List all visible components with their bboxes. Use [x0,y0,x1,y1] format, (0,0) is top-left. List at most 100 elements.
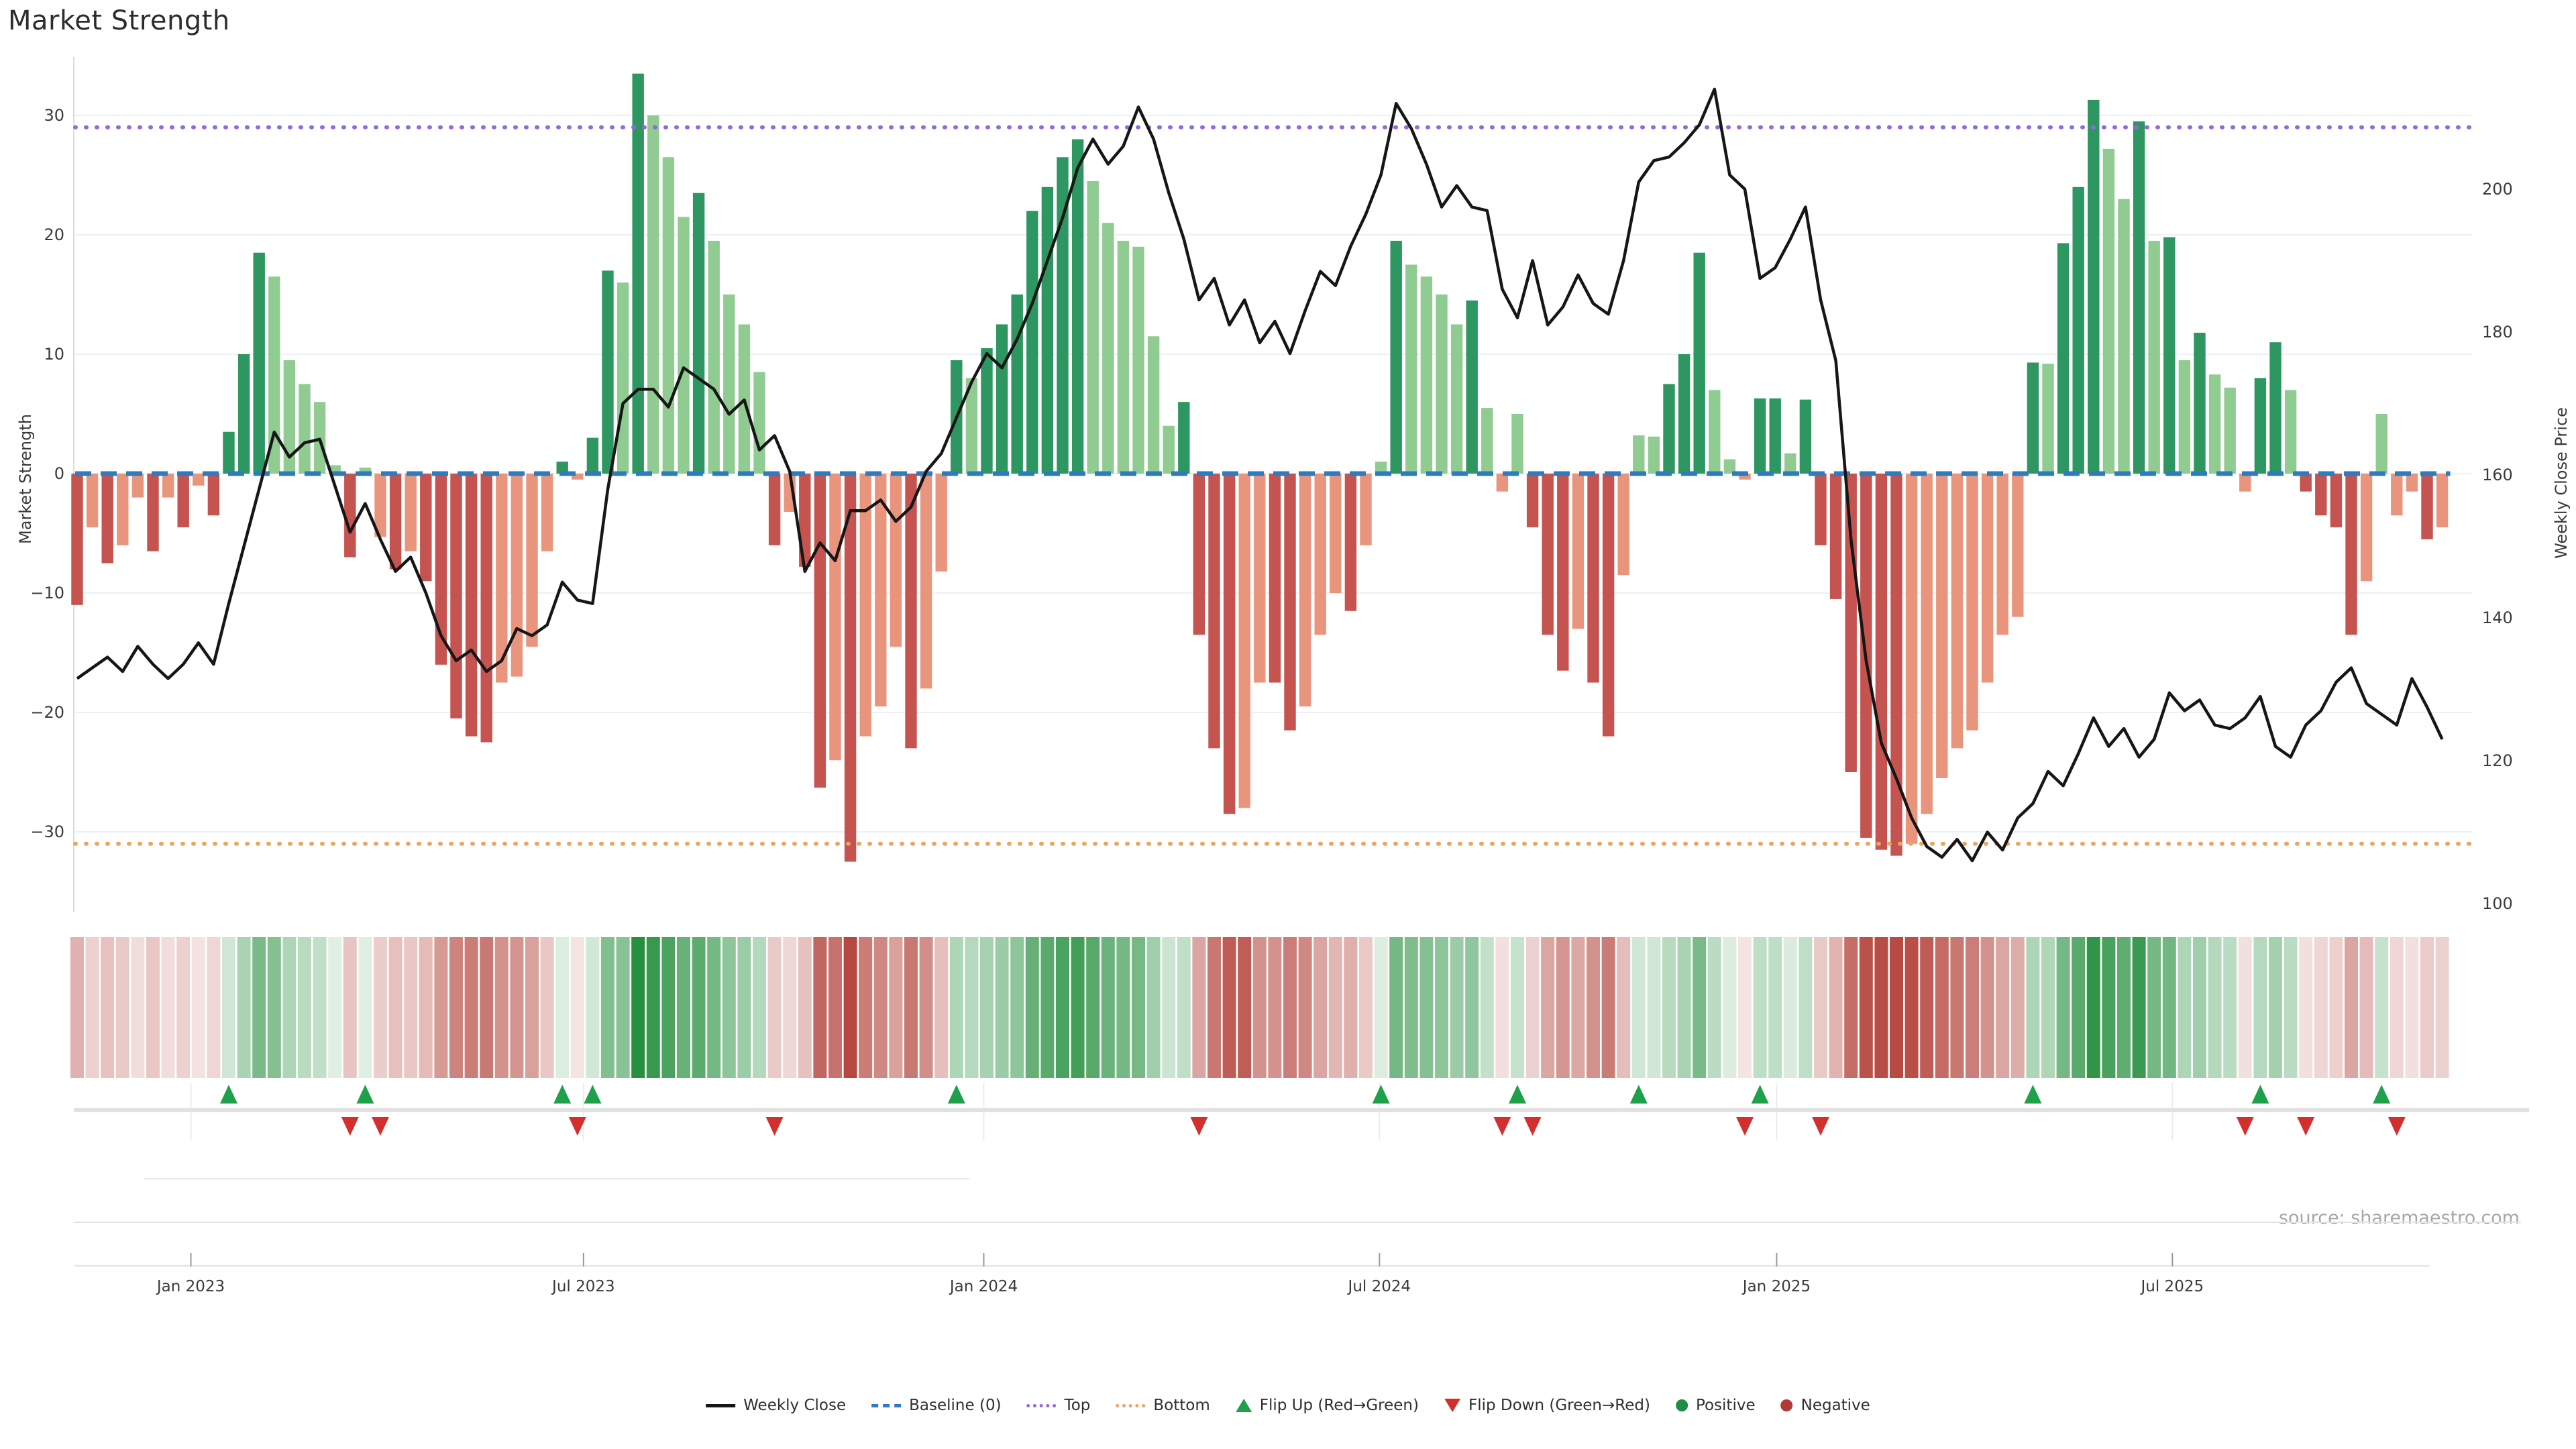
strength-bar [572,474,584,480]
heatmap-cell [1677,937,1691,1078]
heatmap-cell [1844,937,1858,1078]
heatmap-cell [919,937,933,1078]
flip-down-marker [1736,1117,1754,1136]
heatmap-cell [798,937,812,1078]
strength-bar [2027,362,2039,474]
x-tick-label: Jul 2025 [2140,1278,2204,1295]
heatmap-cell [1238,937,1252,1078]
right-y-tick-label: 160 [2482,466,2513,484]
heatmap-cell [1298,937,1312,1078]
strength-bar [556,462,568,474]
heatmap-cell [374,937,387,1078]
heatmap-cell [873,937,888,1078]
heatmap-cell [2086,937,2100,1078]
strength-bar [965,378,978,474]
heatmap-cell [1753,937,1767,1078]
strength-bar [723,294,735,474]
legend: Weekly Close Baseline (0) Top Bottom Fli… [706,1397,1870,1414]
strength-bar [920,474,932,689]
heatmap-cell [1631,937,1646,1078]
heatmap-cell [1071,937,1085,1078]
heatmap-cell [1146,937,1161,1078]
heatmap-cell [70,937,84,1078]
heatmap-cell [555,937,570,1078]
flip-down-triangle-icon [1444,1399,1460,1412]
heatmap-cell [2041,937,2055,1078]
strength-bar [2391,474,2403,516]
heatmap-cell [616,937,630,1078]
flip-up-marker [1629,1085,1648,1104]
strength-bar [207,474,220,516]
heatmap-cell [282,937,297,1078]
flip-up-marker [584,1085,602,1104]
heatmap-cell [631,937,645,1078]
strength-bar [981,348,993,474]
strength-bar [1450,324,1463,474]
strength-bar [389,474,402,570]
heatmap-cell [2162,937,2176,1078]
heatmap-cell [2178,937,2192,1078]
heatmap-cell [1874,937,1888,1078]
strength-bar [2330,474,2343,528]
right-y-tick-label: 140 [2482,608,2513,627]
strength-bar [1314,474,1326,635]
strength-bar [1829,474,1842,599]
heatmap-cell [1404,937,1418,1078]
strength-bar [1360,474,1372,545]
flip-up-marker [220,1085,237,1104]
flip-down-marker [1493,1117,1511,1136]
heatmap-cell [2405,937,2419,1078]
left-y-tick-label: −10 [30,584,64,602]
strength-bar [162,474,174,498]
heatmap-cell [995,937,1009,1078]
strength-bar [2057,243,2070,474]
strength-bar [2315,474,2327,516]
heatmap-cell [313,937,327,1078]
strength-bar [131,474,144,498]
weekly-close-line [76,87,2444,863]
strength-bar [1587,474,1599,683]
heatmap-cell [1465,937,1479,1078]
strength-bar [1845,474,1857,772]
right-y-tick-label: 100 [2482,894,2513,913]
heatmap-cell [161,937,175,1078]
strength-bar [1071,139,1084,474]
heatmap-cell [737,937,751,1078]
heatmap-cell [1208,937,1221,1078]
legend-item-positive: Positive [1675,1397,1756,1414]
strength-bar [1693,252,1705,474]
heatmap-cell [1389,937,1403,1078]
strength-bar [2239,474,2251,492]
strength-bar [1799,399,1812,474]
strength-bar [1132,246,1144,474]
heatmap-cell [1647,937,1661,1078]
heatmap-cell [1268,937,1282,1078]
strength-bar [496,474,508,683]
strength-bar [2436,474,2449,528]
heatmap-cell [434,937,448,1078]
heatmap-cell [1859,937,1873,1078]
strength-bar [344,474,356,557]
heatmap-cell [1571,937,1585,1078]
heatmap-cell [207,937,221,1078]
heatmap-cell [1495,937,1509,1078]
heatmap-cell [2193,937,2206,1078]
strength-bar [405,474,417,551]
heatmap-cell [767,937,782,1078]
heatmap-cell [949,937,963,1078]
legend-label: Negative [1801,1397,1870,1414]
heatmap-cell [1040,937,1055,1078]
heatmap-cell [1283,937,1297,1078]
heatmap-cell [2132,937,2146,1078]
strength-bar [602,270,614,474]
strength-bar [1572,474,1585,629]
heatmap-cell [828,937,842,1078]
strength-bar [1026,211,1038,474]
strength-bar [147,474,159,551]
flip-down-marker [765,1117,784,1136]
strength-bar [1996,474,2008,635]
page-title: Market Strength [8,5,230,36]
heatmap-cell [464,937,478,1078]
strength-bar [586,437,599,474]
